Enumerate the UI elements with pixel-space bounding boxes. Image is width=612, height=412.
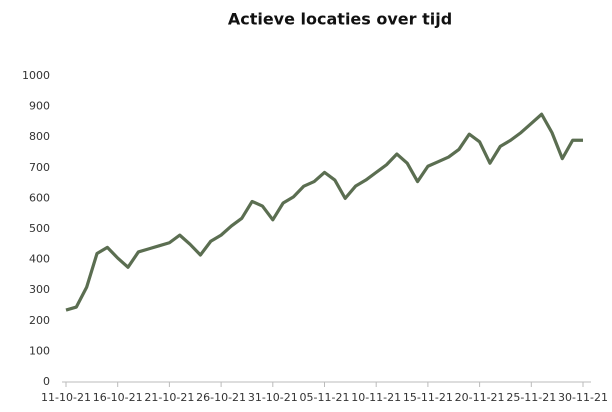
y-tick-label: 800 xyxy=(29,130,50,143)
data-line xyxy=(65,112,583,312)
y-tick-label: 500 xyxy=(29,222,50,235)
x-tick-label: 10-11-21 xyxy=(351,391,401,404)
x-tick-label: 15-11-21 xyxy=(403,391,453,404)
y-tick-label: 1000 xyxy=(22,69,50,82)
y-tick-label: 900 xyxy=(29,100,50,113)
x-tick-label: 31-10-21 xyxy=(248,391,298,404)
chart-title: Actieve locaties over tijd xyxy=(228,10,452,29)
y-tick-label: 0 xyxy=(43,375,50,388)
y-tick-label: 600 xyxy=(29,191,50,204)
y-tick-label: 200 xyxy=(29,314,50,327)
x-tick-label: 21-10-21 xyxy=(144,391,194,404)
x-tick-label: 11-10-21 xyxy=(41,391,91,404)
x-tick-label: 16-10-21 xyxy=(93,391,143,404)
y-tick-label: 400 xyxy=(29,253,50,266)
x-tick-label: 25-11-21 xyxy=(506,391,556,404)
x-tick-label: 20-11-21 xyxy=(455,391,505,404)
x-tick-label: 05-11-21 xyxy=(300,391,350,404)
x-tick-label: 26-10-21 xyxy=(196,391,246,404)
y-tick-label: 300 xyxy=(29,283,50,296)
y-tick-label: 100 xyxy=(29,344,50,357)
y-tick-label: 700 xyxy=(29,161,50,174)
x-tick-label: 30-11-21 xyxy=(558,391,608,404)
